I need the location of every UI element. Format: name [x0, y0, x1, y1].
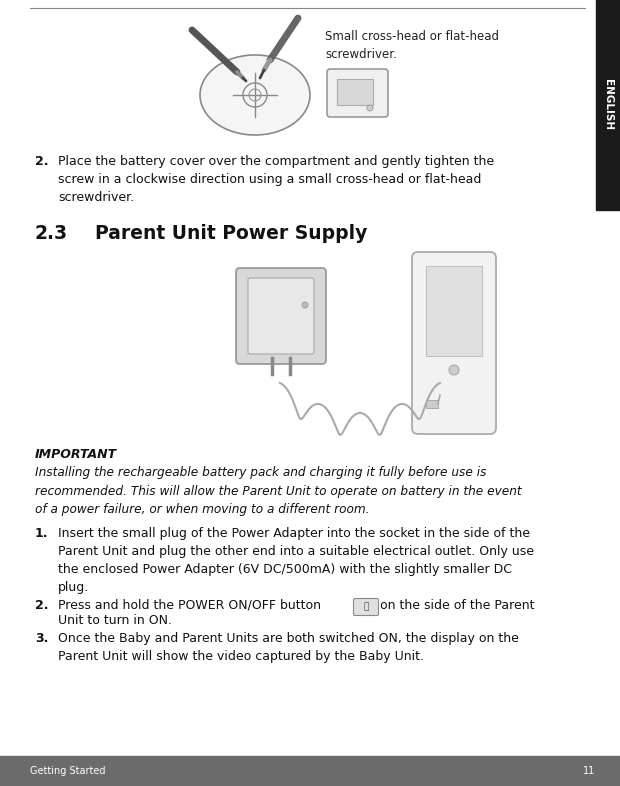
Text: on the side of the Parent: on the side of the Parent — [380, 599, 534, 612]
Text: 2.3: 2.3 — [35, 224, 68, 243]
FancyBboxPatch shape — [353, 598, 378, 615]
Bar — [596, 0, 620, 210]
FancyBboxPatch shape — [248, 278, 314, 354]
Text: 1.: 1. — [35, 527, 48, 540]
Text: Once the Baby and Parent Units are both switched ON, the display on the
Parent U: Once the Baby and Parent Units are both … — [58, 632, 519, 663]
Text: Unit to turn in ON.: Unit to turn in ON. — [58, 614, 172, 627]
Circle shape — [367, 105, 373, 111]
FancyBboxPatch shape — [327, 69, 388, 117]
Text: ENGLISH: ENGLISH — [603, 79, 613, 130]
Text: ⓣ: ⓣ — [363, 603, 369, 612]
Bar — [426, 266, 482, 356]
FancyBboxPatch shape — [236, 268, 326, 364]
Text: Small cross-head or flat-head
screwdriver.: Small cross-head or flat-head screwdrive… — [325, 30, 499, 61]
Text: Getting Started: Getting Started — [30, 766, 105, 776]
Text: 3.: 3. — [35, 632, 48, 645]
Circle shape — [302, 302, 308, 308]
Text: Parent Unit Power Supply: Parent Unit Power Supply — [95, 224, 368, 243]
Text: Installing the rechargeable battery pack and charging it fully before use is
rec: Installing the rechargeable battery pack… — [35, 466, 521, 516]
Text: IMPORTANT: IMPORTANT — [35, 448, 117, 461]
Text: 2.: 2. — [35, 599, 48, 612]
Text: 11: 11 — [583, 766, 595, 776]
FancyBboxPatch shape — [412, 252, 496, 434]
Text: Press and hold the POWER ON/OFF button: Press and hold the POWER ON/OFF button — [58, 599, 321, 612]
Bar — [426, 400, 438, 408]
Circle shape — [449, 365, 459, 375]
Bar — [337, 79, 373, 105]
Text: Place the battery cover over the compartment and gently tighten the
screw in a c: Place the battery cover over the compart… — [58, 155, 494, 204]
Bar — [0, 756, 620, 786]
Text: Insert the small plug of the Power Adapter into the socket in the side of the
Pa: Insert the small plug of the Power Adapt… — [58, 527, 534, 594]
Text: 2.: 2. — [35, 155, 48, 168]
Ellipse shape — [200, 55, 310, 135]
